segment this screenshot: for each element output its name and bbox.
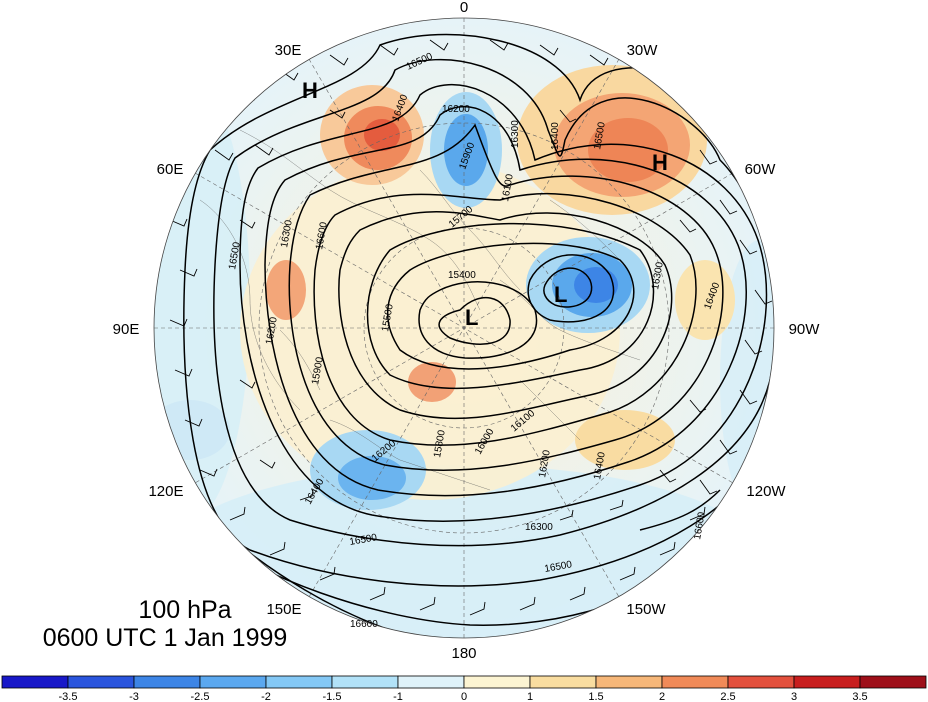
contour-label: 16300 [525, 522, 553, 533]
colorbar-box [727, 675, 795, 689]
colorbar-box [529, 675, 597, 689]
contour-label: 16300 [279, 219, 295, 249]
high-center-nw: H [302, 78, 318, 103]
anomaly-cool-sw-core [338, 456, 406, 500]
colorbar-tick-label: -2 [261, 691, 271, 702]
colorbar-tick-label: -1 [393, 691, 403, 702]
contour-label: 15400 [448, 270, 476, 281]
contour-label: 15500 [380, 303, 396, 333]
colorbar-box [397, 675, 465, 689]
lon-label-150w: 150W [626, 601, 666, 618]
contour-label: 16500 [349, 532, 379, 548]
title-valid-time: 0600 UTC 1 Jan 1999 [42, 624, 288, 652]
lon-label-60w: 60W [745, 161, 777, 178]
colorbar-box [463, 675, 531, 689]
colorbar-box [133, 675, 201, 689]
contour-label: 16400 [550, 122, 561, 150]
colorbar-box [661, 675, 729, 689]
colorbar-tick-label: 0 [461, 691, 467, 702]
colorbar-tick-label: 2.5 [720, 691, 735, 702]
contour-label: 15900 [310, 356, 326, 386]
colorbar-box [595, 675, 663, 689]
high-center-ne: H [652, 150, 668, 175]
colorbar-boxes [1, 675, 927, 689]
longitude-labels: 0 30W 60W 90W 120W 150W 180 150E 120E 90… [113, 0, 821, 662]
colorbar: -3.5 -3 -2.5 -2 -1.5 -1 0 1 1.5 2 2.5 3 3.5 [1, 675, 927, 702]
contour-label: 15800 [432, 429, 448, 459]
anomaly-warm-nw-core [364, 119, 400, 151]
contour-label: 16600 [314, 221, 330, 251]
height-contours [159, 33, 774, 638]
colorbar-box [793, 675, 861, 689]
anomaly-warm-west-spot [266, 260, 306, 320]
anomaly-cool-left-blue [154, 400, 230, 460]
colorbar-tick-label: 1 [527, 691, 533, 702]
colorbar-box [331, 675, 399, 689]
contour-label: 16200 [442, 104, 470, 115]
anomaly-outer-blue-east [720, 240, 774, 520]
contour-label: 16600 [350, 619, 378, 630]
contour-label: 16500 [592, 121, 608, 151]
colorbar-tick-label: 2 [659, 691, 665, 702]
colorbar-labels: -3.5 -3 -2.5 -2 -1.5 -1 0 1 1.5 2 2.5 3 3.5 [59, 691, 868, 702]
pressure-centers: H H L L [302, 78, 668, 330]
contour-label: 16500 [227, 241, 243, 271]
colorbar-tick-label: -2.5 [191, 691, 210, 702]
colorbar-tick-label: 3 [791, 691, 797, 702]
contour-label: 16400 [592, 451, 608, 481]
colorbar-box [67, 675, 135, 689]
contour-label: 16200 [264, 316, 280, 346]
lon-label-120w: 120W [746, 483, 786, 500]
contour-label: 16100 [500, 173, 516, 203]
globe-outline [153, 17, 775, 639]
lon-label-90w: 90W [789, 321, 821, 338]
colorbar-box [199, 675, 267, 689]
lon-label-30e: 30E [275, 42, 302, 59]
anomaly-cool-e-core [574, 267, 618, 303]
colorbar-box [1, 675, 69, 689]
lon-label-150e: 150E [266, 601, 301, 618]
colorbar-tick-label: -3 [129, 691, 139, 702]
low-center-pole: L [465, 305, 478, 330]
graticule [154, 18, 774, 638]
anomaly-warm-center-spot [408, 362, 456, 402]
contour-label: 16200 [537, 449, 553, 479]
globe: 16500 16400 16200 16300 16400 16500 1610… [153, 17, 775, 639]
colorbar-tick-label: -3.5 [59, 691, 78, 702]
contour-label: 16300 [510, 120, 521, 148]
lon-label-120e: 120E [148, 483, 183, 500]
anomaly-inner-cream [240, 160, 620, 500]
colorbar-tick-label: -1.5 [323, 691, 342, 702]
lon-label-60e: 60E [157, 161, 184, 178]
coastlines [199, 129, 641, 491]
contour-label: 16500 [544, 559, 574, 575]
colorbar-box [265, 675, 333, 689]
colorbar-box [859, 675, 927, 689]
lon-label-30w: 30W [627, 42, 659, 59]
low-center-east: L [554, 282, 567, 307]
lon-label-0: 0 [460, 0, 468, 16]
contour-label: 16300 [650, 261, 666, 291]
lon-label-90e: 90E [113, 321, 140, 338]
anomaly-warm-ne-core [588, 118, 668, 182]
colorbar-tick-label: 3.5 [852, 691, 867, 702]
lon-label-180: 180 [451, 645, 476, 662]
colorbar-tick-label: 1.5 [588, 691, 603, 702]
title-pressure-level: 100 hPa [138, 596, 232, 624]
